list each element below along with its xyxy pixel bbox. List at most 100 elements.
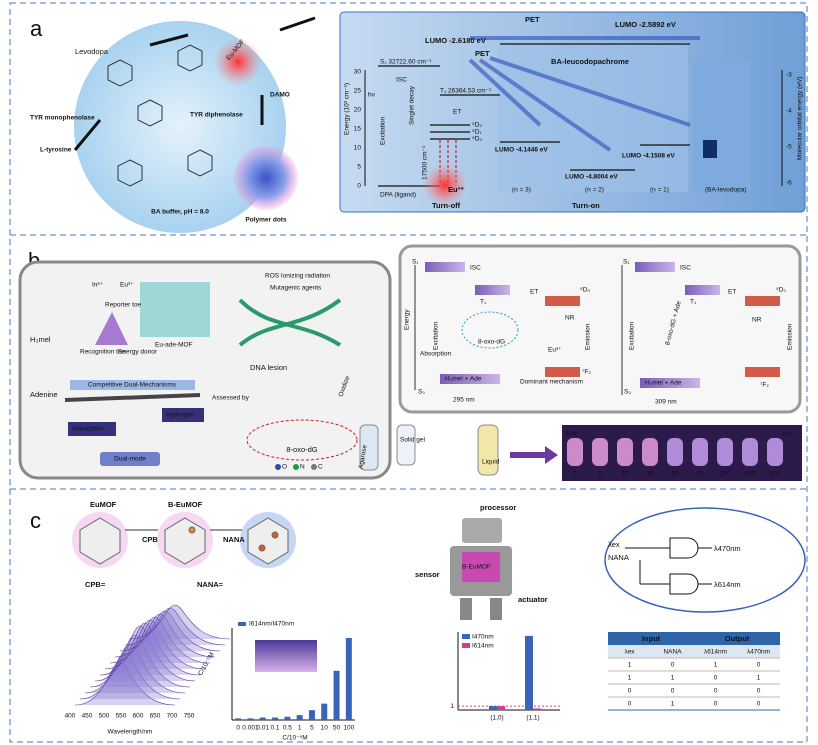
label: T₁ 26364.53 cm⁻¹	[440, 88, 492, 95]
bar	[284, 716, 291, 720]
label: H₃mel	[30, 335, 51, 344]
label: TYR monophenolase	[30, 115, 95, 122]
bar	[345, 638, 352, 720]
table-cell: 0	[628, 688, 632, 695]
label: C	[318, 464, 323, 471]
x-tick-label: 5	[310, 725, 314, 732]
vial	[359, 424, 379, 471]
tube	[477, 424, 499, 476]
shape	[425, 262, 465, 272]
axis-title: Wavelength/nm	[108, 729, 153, 736]
label: (n = 2)	[585, 187, 604, 194]
table-cell: 0	[757, 662, 761, 669]
label: Excitation	[433, 321, 440, 350]
tube	[717, 438, 733, 466]
label: Assessed by	[212, 395, 250, 402]
mof-image	[140, 282, 210, 337]
tick-label: 50	[671, 471, 679, 478]
polymer-dot	[234, 146, 298, 210]
shape	[117, 159, 143, 187]
table-cell: 0	[757, 701, 761, 708]
label: 8-oxo-dG	[478, 339, 505, 346]
label: ISC	[396, 77, 407, 84]
table-cell: 0	[714, 701, 718, 708]
tick-label: 75	[696, 471, 704, 478]
label: EuMOF	[90, 500, 117, 509]
shape	[669, 537, 699, 559]
tube	[667, 438, 683, 466]
tube	[767, 438, 783, 466]
shape	[79, 517, 121, 565]
label: Reporter toe	[105, 302, 142, 309]
pet-arrows	[468, 36, 700, 152]
x-tick-label: 10	[321, 725, 329, 732]
pan	[68, 422, 116, 436]
spectrum-trace	[129, 604, 231, 640]
label: Hydrogen	[166, 412, 195, 419]
x-tick-label: (1,1)	[526, 715, 539, 722]
eu-mof-glow	[214, 38, 262, 86]
label: ET	[530, 289, 538, 296]
table-column: λ614nm	[704, 649, 727, 656]
label: actuator	[518, 595, 548, 604]
label: 295 nm	[453, 397, 475, 404]
label: Eu³⁺	[120, 282, 134, 289]
x-tick-label: 0.001	[242, 725, 259, 732]
label: λex	[608, 540, 620, 549]
tick-label: 0	[573, 471, 577, 478]
table-cell: 1	[714, 662, 718, 669]
label: ISC	[470, 265, 481, 272]
label: (BA-levodopa)	[705, 187, 747, 194]
label: Turn-off	[432, 201, 461, 210]
axis-title: Molecular orbital energy (eV)	[797, 77, 804, 160]
label: In³⁺	[92, 282, 104, 289]
label: Solid gel	[400, 437, 425, 444]
spectrum-trace	[104, 619, 206, 670]
tick-label: 650	[150, 713, 161, 720]
table-cell: 1	[628, 675, 632, 682]
tube	[567, 438, 583, 466]
tick-label: 600	[133, 713, 144, 720]
label: LUMO -4.1508 eV	[622, 153, 675, 160]
label: TYR diphenolase	[190, 112, 243, 119]
label: NANA	[608, 553, 629, 562]
shape	[490, 598, 502, 620]
table-column: λ470nm	[747, 649, 770, 656]
label: ⁷F₂	[760, 382, 769, 389]
label: Liquid	[482, 459, 500, 466]
tick-label: 30	[354, 69, 362, 76]
shape	[462, 518, 502, 543]
label: Top	[782, 431, 793, 438]
shape	[177, 44, 203, 72]
molecules	[107, 44, 213, 187]
table-cell: 0	[628, 701, 632, 708]
oxo-ellipse	[246, 419, 358, 461]
label: Levodopa	[75, 47, 109, 56]
shape	[640, 378, 700, 388]
spectrum-trace	[84, 643, 186, 694]
spectrum-trace	[89, 634, 191, 688]
spectrum-trace	[109, 616, 211, 664]
shape	[258, 544, 266, 552]
table-header	[608, 632, 780, 645]
x-tick-label: 50	[333, 725, 341, 732]
shape	[460, 598, 472, 620]
legend-label: I614nm/I470nm	[249, 621, 294, 628]
tick-label: 25	[354, 88, 362, 95]
x-tick-label: (1,0)	[490, 715, 503, 722]
label: Excitation	[380, 116, 387, 145]
label: ROS Ionizing radiation	[265, 273, 330, 280]
label: Emission	[787, 323, 794, 350]
table-cell: 0	[671, 688, 675, 695]
bar	[247, 718, 254, 720]
shape	[247, 517, 289, 565]
label: ⁵D₂	[472, 122, 482, 129]
label: LUMO -2.6180 eV	[425, 36, 486, 45]
tick-label: 0	[357, 183, 361, 190]
level-bars	[425, 262, 780, 388]
label: Eu-ade-MOF	[155, 342, 193, 349]
shape	[462, 552, 500, 582]
block	[703, 140, 717, 158]
shape	[440, 374, 500, 384]
